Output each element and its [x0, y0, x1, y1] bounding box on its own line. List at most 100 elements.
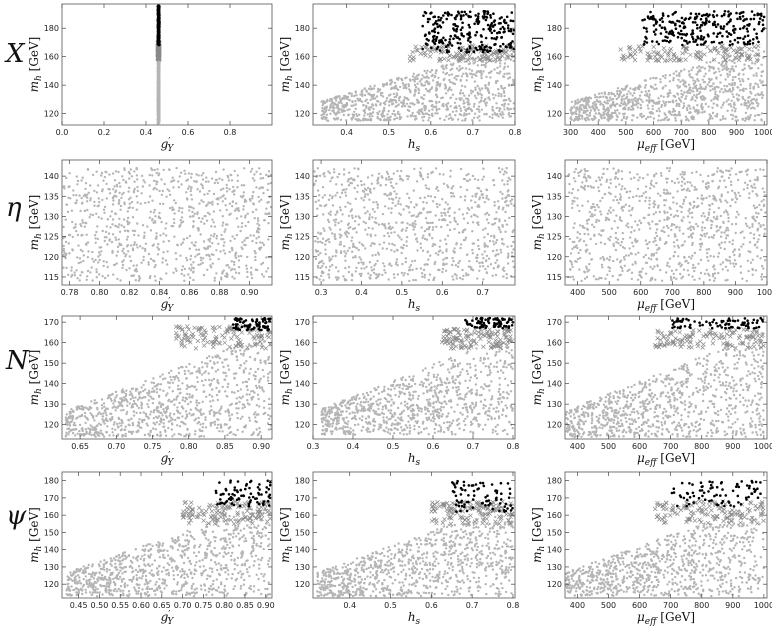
- grey-point: [754, 94, 757, 97]
- grey-point: [259, 172, 262, 176]
- grey-point: [694, 80, 697, 83]
- grey-point: [741, 88, 744, 92]
- grey-point: [685, 108, 689, 112]
- grey-point: [228, 188, 231, 191]
- grey-point: [236, 174, 239, 177]
- grey-point: [156, 80, 159, 84]
- grey-point: [127, 190, 130, 193]
- grey-point: [192, 207, 195, 210]
- black-point: [453, 34, 457, 37]
- grey-point: [354, 103, 357, 106]
- grey-point: [213, 225, 217, 228]
- grey-point: [265, 256, 268, 259]
- black-point: [674, 22, 677, 26]
- grey-point: [592, 115, 596, 118]
- grey-point: [710, 99, 713, 102]
- grey-point: [435, 88, 438, 91]
- grey-point: [120, 224, 123, 227]
- grey-point: [191, 215, 194, 218]
- grey-point: [232, 260, 236, 264]
- black-point: [437, 15, 440, 19]
- grey-point: [751, 49, 755, 53]
- grey-point: [142, 258, 145, 262]
- black-point: [489, 16, 493, 19]
- grey-point: [405, 102, 409, 106]
- grey-point: [422, 234, 425, 237]
- grey-point: [725, 100, 728, 103]
- grey-point: [604, 109, 607, 113]
- black-point: [435, 35, 439, 39]
- grey-point: [417, 73, 421, 76]
- grey-point: [615, 118, 618, 122]
- grey-point: [191, 271, 195, 274]
- grey-point: [117, 170, 120, 174]
- grey-point: [684, 97, 687, 100]
- grey-point: [95, 212, 98, 215]
- grey-point: [336, 118, 339, 121]
- grey-point: [711, 111, 715, 115]
- grey-point: [371, 111, 375, 114]
- grey-point: [743, 101, 746, 105]
- grey-point: [212, 253, 215, 257]
- black-point: [483, 48, 486, 51]
- grey-point: [378, 110, 381, 113]
- grey-point: [81, 233, 84, 237]
- grey-point: [75, 229, 78, 233]
- grey-point: [339, 118, 343, 122]
- grey-point: [123, 229, 127, 232]
- grey-point: [354, 117, 357, 121]
- grey-point: [155, 232, 158, 235]
- grey-point: [157, 83, 160, 86]
- grey-point: [689, 107, 692, 110]
- grey-point: [752, 74, 755, 77]
- grey-point: [188, 234, 192, 238]
- black-point: [749, 17, 753, 21]
- grey-point: [79, 248, 83, 252]
- grey-point: [94, 241, 97, 244]
- grey-point: [254, 268, 257, 271]
- grey-point: [231, 205, 234, 208]
- grey-point: [619, 104, 622, 108]
- grey-point: [213, 181, 217, 185]
- grey-point: [685, 85, 688, 88]
- black-point: [445, 49, 449, 52]
- grey-point: [719, 74, 722, 77]
- grey-point: [614, 109, 617, 112]
- black-point: [497, 49, 501, 52]
- grey-point: [152, 188, 155, 191]
- cross-point: [411, 57, 416, 63]
- black-point: [664, 35, 667, 39]
- grey-point: [389, 93, 392, 96]
- grey-point: [663, 104, 667, 108]
- grey-point: [680, 92, 683, 96]
- grey-point: [140, 261, 143, 264]
- grey-point: [236, 179, 239, 183]
- grey-point: [500, 84, 503, 88]
- grey-point: [139, 202, 142, 205]
- grey-point: [602, 113, 606, 116]
- grey-point: [718, 90, 722, 93]
- grey-point: [252, 202, 255, 205]
- grey-point: [366, 113, 369, 116]
- grey-point: [180, 216, 184, 219]
- grey-point: [179, 219, 182, 222]
- grey-point: [709, 61, 712, 64]
- cross-point: [708, 48, 713, 54]
- black-point: [681, 43, 684, 47]
- grey-point: [118, 217, 121, 220]
- black-point: [482, 9, 486, 13]
- grey-point: [422, 119, 425, 122]
- grey-point: [363, 110, 366, 113]
- black-point: [651, 18, 655, 21]
- y-tick-label: 120: [547, 110, 562, 119]
- grey-point: [679, 69, 683, 73]
- black-point: [482, 28, 485, 31]
- grey-point: [188, 267, 191, 270]
- grey-point: [487, 96, 490, 99]
- grey-point: [508, 111, 511, 115]
- grey-point: [406, 115, 409, 118]
- black-point: [716, 32, 720, 36]
- grey-point: [731, 65, 734, 68]
- grey-point: [127, 186, 131, 189]
- grey-point: [141, 224, 145, 227]
